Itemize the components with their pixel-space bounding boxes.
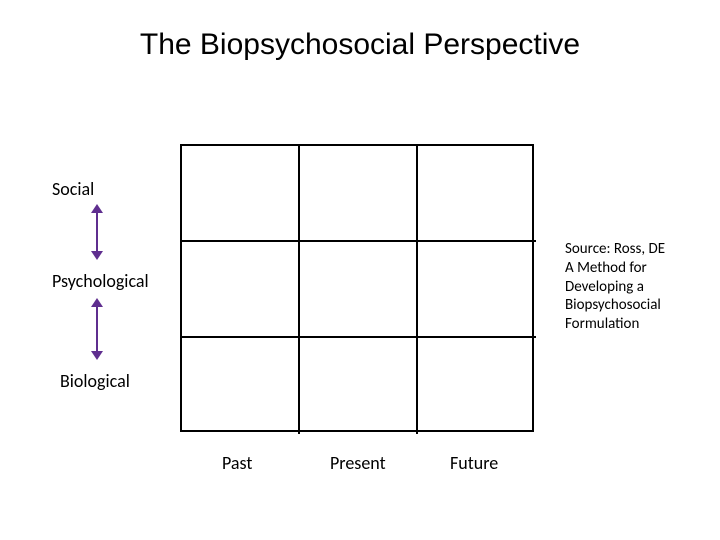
col-label-past: Past xyxy=(222,452,252,474)
double-arrow-icon xyxy=(91,298,103,360)
source-line: Formulation xyxy=(565,315,639,333)
col-label-future: Future xyxy=(450,452,498,474)
grid-cell xyxy=(300,146,418,242)
grid-cell xyxy=(418,242,536,338)
page-title: The Biopsychosocial Perspective xyxy=(0,28,720,62)
grid-cell xyxy=(418,146,536,242)
source-line: A Method for xyxy=(565,259,647,277)
source-line: Developing a xyxy=(565,278,644,296)
grid-cell xyxy=(300,338,418,434)
row-label-biological: Biological xyxy=(60,370,130,392)
bps-grid xyxy=(180,144,534,432)
grid-cell xyxy=(182,338,300,434)
grid-cell xyxy=(300,242,418,338)
grid-cell xyxy=(418,338,536,434)
row-label-social: Social xyxy=(52,178,94,200)
source-line: Biopsychosocial xyxy=(565,296,661,314)
source-line: Source: Ross, DE xyxy=(565,240,665,258)
source-citation: Source: Ross, DE A Method for Developing… xyxy=(565,240,700,334)
double-arrow-icon xyxy=(91,204,103,260)
grid-cell xyxy=(182,242,300,338)
col-label-present: Present xyxy=(330,452,386,474)
grid-cell xyxy=(182,146,300,242)
row-label-psychological: Psychological xyxy=(52,270,149,292)
